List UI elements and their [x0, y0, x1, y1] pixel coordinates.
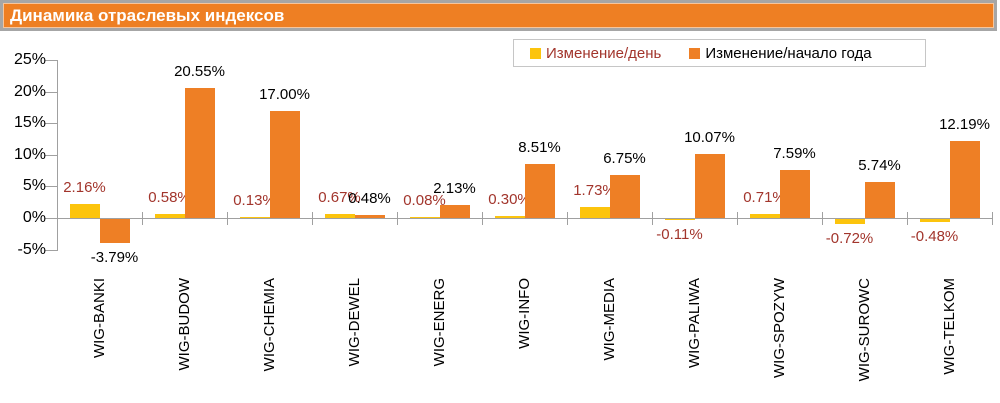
value-label-day-WIG-DEWEL: 0.67%	[318, 188, 361, 206]
legend-ytd-swatch-icon	[689, 47, 701, 59]
category-label-WIG-SPOZYW: WIG-SPOZYW	[770, 278, 788, 378]
category-label-WIG-BANKI: WIG-BANKI	[90, 278, 108, 359]
category-label-WIG-ENERG: WIG-ENERG	[430, 278, 448, 367]
bar-day-WIG-PALIWA	[664, 219, 695, 220]
value-label-day-WIG-INFO: 0.30%	[488, 191, 531, 209]
value-label-ytd-WIG-BUDOW: 20.55%	[174, 63, 225, 81]
y-axis-tick-label: 15%	[13, 114, 46, 131]
x-axis-tick	[652, 212, 653, 225]
value-label-ytd-WIG-SUROWC: 5.74%	[858, 156, 901, 174]
legend-day-label: Изменение/день	[546, 44, 662, 62]
legend: Изменение/день Изменение/начало года	[513, 39, 926, 67]
category-label-WIG-CHEMIA: WIG-CHEMIA	[260, 278, 278, 372]
bar-day-WIG-TELKOM	[919, 219, 950, 223]
value-label-ytd-WIG-ENERG: 2.13%	[433, 179, 476, 197]
bar-ytd-WIG-ENERG	[439, 204, 470, 218]
value-label-ytd-WIG-CHEMIA: 17.00%	[259, 85, 310, 103]
bar-ytd-WIG-CHEMIA	[269, 110, 300, 218]
y-axis-tick-label: 5%	[22, 177, 46, 194]
value-label-day-WIG-TELKOM: -0.48%	[910, 228, 959, 246]
bar-day-WIG-SUROWC	[834, 219, 865, 224]
bar-day-WIG-DEWEL	[324, 213, 355, 218]
x-axis-tick	[907, 212, 908, 225]
value-label-ytd-WIG-PALIWA: 10.07%	[684, 129, 735, 147]
bar-day-WIG-BANKI	[69, 204, 100, 218]
y-axis-tick	[45, 186, 58, 187]
legend-day-swatch-icon	[530, 47, 541, 59]
y-axis-tick	[45, 155, 58, 156]
value-label-day-WIG-PALIWA: -0.11%	[656, 226, 703, 243]
y-axis-tick	[45, 250, 58, 251]
x-axis-tick	[567, 212, 568, 225]
x-axis-tick	[397, 212, 398, 225]
y-axis-tick	[45, 218, 58, 219]
y-axis-tick-label: 25%	[13, 51, 46, 68]
value-label-day-WIG-BUDOW: 0.58%	[148, 189, 191, 207]
category-label-WIG-PALIWA: WIG-PALIWA	[685, 278, 703, 368]
y-axis-tick-label: -5%	[17, 241, 46, 258]
value-label-ytd-WIG-MEDIA: 6.75%	[603, 150, 646, 168]
x-axis-tick	[482, 212, 483, 225]
value-label-ytd-WIG-INFO: 8.51%	[518, 139, 561, 157]
bar-ytd-WIG-BANKI	[99, 219, 130, 243]
x-axis-tick	[992, 212, 993, 225]
value-label-day-WIG-SUROWC: -0.72%	[825, 229, 874, 247]
value-label-day-WIG-ENERG: 0.08%	[403, 192, 446, 209]
x-axis-tick	[737, 212, 738, 225]
bar-day-WIG-ENERG	[409, 217, 440, 218]
bar-ytd-WIG-MEDIA	[609, 175, 640, 218]
value-label-ytd-WIG-SPOZYW: 7.59%	[773, 145, 816, 163]
category-label-WIG-DEWEL: WIG-DEWEL	[345, 278, 363, 367]
value-label-day-WIG-SPOZYW: 0.71%	[743, 188, 786, 206]
y-axis-tick	[45, 60, 58, 61]
value-label-ytd-WIG-TELKOM: 12.19%	[939, 115, 990, 133]
y-axis-tick	[45, 123, 58, 124]
x-axis-tick	[57, 212, 58, 225]
category-label-WIG-TELKOM: WIG-TELKOM	[940, 278, 958, 375]
x-axis-tick	[822, 212, 823, 225]
bar-ytd-WIG-SPOZYW	[779, 170, 810, 218]
bar-ytd-WIG-TELKOM	[949, 140, 980, 218]
value-label-day-WIG-BANKI: 2.16%	[63, 179, 106, 197]
category-label-WIG-INFO: WIG-INFO	[515, 278, 533, 349]
value-label-ytd-WIG-BANKI: -3.79%	[90, 248, 139, 266]
x-axis-tick	[142, 212, 143, 225]
value-label-day-WIG-CHEMIA: 0.13%	[233, 192, 276, 209]
panel-title: Динамика отраслевых индексов	[0, 0, 997, 31]
value-label-day-WIG-MEDIA: 1.73%	[573, 182, 616, 200]
bar-day-WIG-MEDIA	[579, 207, 610, 218]
bar-day-WIG-CHEMIA	[239, 217, 270, 218]
category-label-WIG-BUDOW: WIG-BUDOW	[175, 278, 193, 371]
bar-ytd-WIG-PALIWA	[694, 154, 725, 218]
legend-ytd-label: Изменение/начало года	[705, 44, 872, 62]
x-axis-tick	[227, 212, 228, 225]
y-axis-tick-label: 10%	[13, 146, 46, 163]
y-axis-tick-label: 0%	[22, 209, 46, 226]
bar-ytd-WIG-SUROWC	[864, 181, 895, 218]
category-label-WIG-MEDIA: WIG-MEDIA	[600, 278, 618, 361]
bar-day-WIG-BUDOW	[154, 214, 185, 218]
bar-ytd-WIG-DEWEL	[354, 214, 385, 218]
category-label-WIG-SUROWC: WIG-SUROWC	[855, 278, 873, 382]
y-axis-tick	[45, 92, 58, 93]
bar-day-WIG-SPOZYW	[749, 213, 780, 218]
bar-ytd-WIG-BUDOW	[184, 88, 215, 218]
y-axis-tick-label: 20%	[13, 83, 46, 100]
bar-day-WIG-INFO	[494, 216, 525, 218]
value-label-ytd-WIG-DEWEL: 0.48%	[348, 189, 391, 207]
x-axis-line	[57, 218, 992, 219]
bar-ytd-WIG-INFO	[524, 164, 555, 218]
x-axis-tick	[312, 212, 313, 225]
